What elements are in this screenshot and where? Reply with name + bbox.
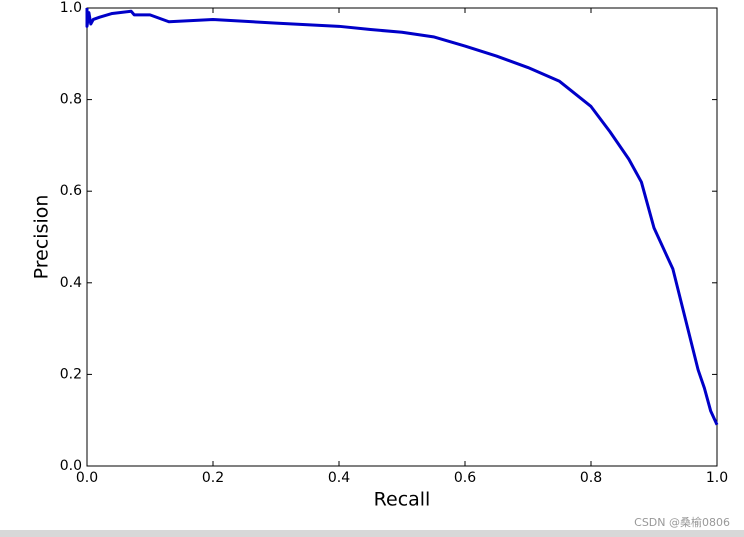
y-tick-label: 0.6 [60,183,82,199]
watermark: CSDN @桑榆0806 [634,515,730,529]
x-axis-label: Recall [374,489,431,511]
x-tick-label: 0.2 [202,470,224,486]
x-tick-label: 0.4 [328,470,350,486]
y-axis-label: Precision [31,195,53,280]
y-tick-label: 0.0 [60,458,82,474]
y-tick-label: 0.2 [60,366,82,382]
y-tick-label: 1.0 [60,0,82,16]
x-tick-label: 0.8 [580,470,602,486]
x-tick-label: 1.0 [706,470,728,486]
y-tick-label: 0.4 [60,275,82,291]
bottom-bar [0,530,744,537]
x-tick-label: 0.0 [76,470,98,486]
y-tick-label: 0.8 [60,92,82,108]
plot-frame [86,7,718,467]
curve [85,8,719,426]
x-tick-label: 0.6 [454,470,476,486]
